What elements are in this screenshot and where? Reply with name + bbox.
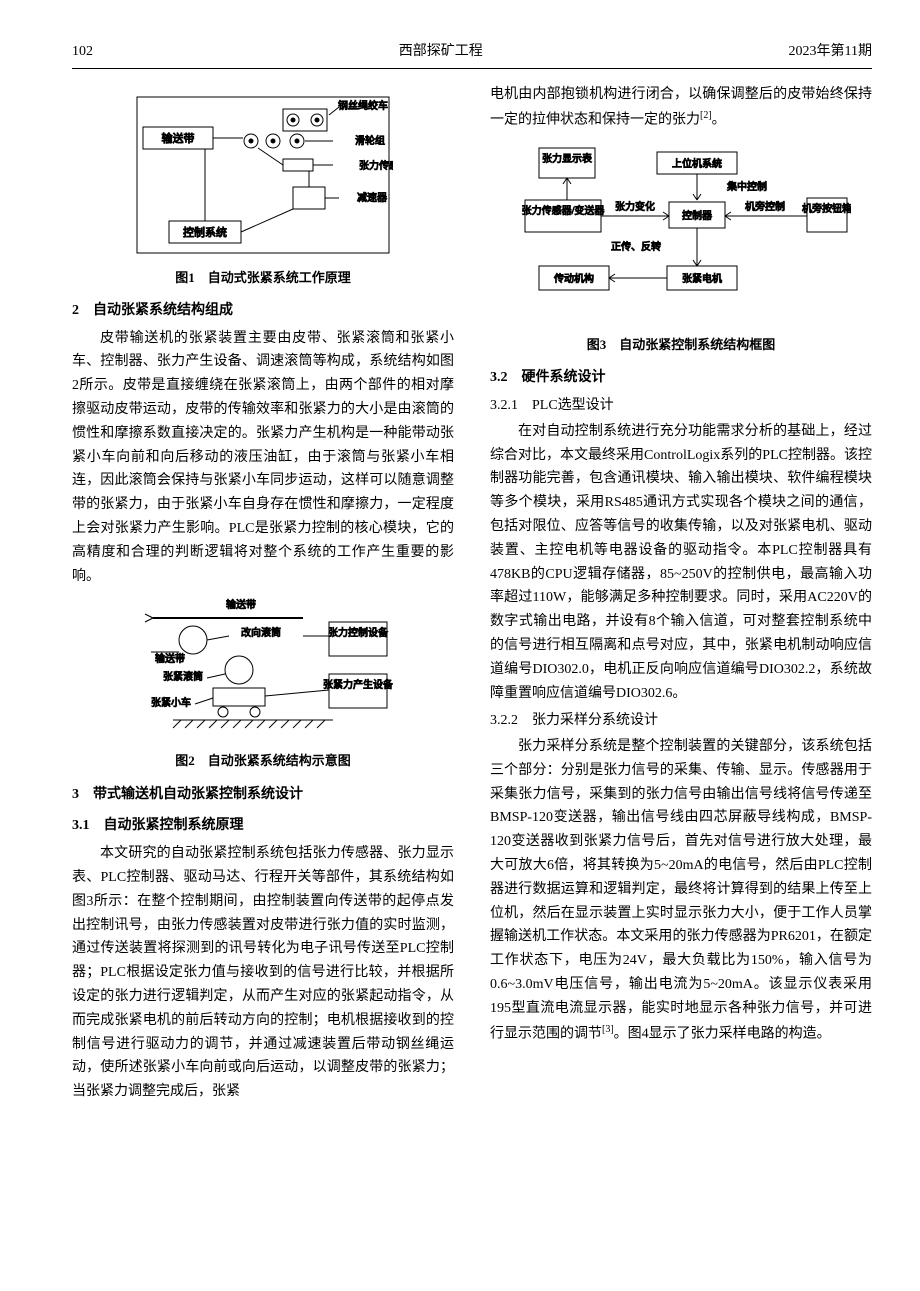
figure-1: 输送带 钢丝绳绞车 滑轮组 bbox=[133, 91, 393, 261]
svg-text:张紧电机: 张紧电机 bbox=[682, 272, 722, 285]
fig2-redirect: 改向滚筒 bbox=[241, 626, 281, 639]
sec3-2-heading: 3.2 硬件系统设计 bbox=[490, 366, 872, 390]
svg-text:控制器: 控制器 bbox=[682, 209, 712, 222]
svg-text:张力显示表: 张力显示表 bbox=[542, 152, 592, 165]
fig2-tension-roller: 张紧滚筒 bbox=[163, 670, 203, 683]
fig2-car: 张紧小车 bbox=[151, 696, 191, 709]
sec2-heading: 2 自动张紧系统结构组成 bbox=[72, 299, 454, 323]
figure-3: 张力显示表 上位机系统 集中控制 张力传感器/变送器 控制器 机旁按钮箱 bbox=[511, 140, 851, 328]
figure-3-caption: 图3 自动张紧控制系统结构框图 bbox=[490, 334, 872, 356]
right-top-para: 电机由内部抱锁机构进行闭合，以确保调整后的皮带始终保持一定的拉伸状态和保持一定的… bbox=[490, 83, 872, 132]
page-header: 102 西部探矿工程 2023年第11期 bbox=[72, 40, 872, 69]
sec3-1-para: 本文研究的自动张紧控制系统包括张力传感器、张力显示表、PLC控制器、驱动马达、行… bbox=[72, 842, 454, 1104]
fig2-belt-top: 输送带 bbox=[226, 598, 256, 611]
svg-text:上位机系统: 上位机系统 bbox=[672, 157, 722, 170]
fig1-reducer-label: 减速器 bbox=[357, 192, 387, 204]
sec3-2-1-heading: 3.2.1 PLC选型设计 bbox=[490, 394, 872, 418]
svg-text:张力变化: 张力变化 bbox=[615, 200, 655, 213]
sec3-2-2-heading: 3.2.2 张力采样分系统设计 bbox=[490, 709, 872, 733]
svg-text:机旁控制: 机旁控制 bbox=[745, 200, 785, 213]
figure-2: 输送带 改向滚筒 输送带 张紧滚筒 张紧小车 bbox=[133, 596, 393, 744]
issue-date: 2023年第11期 bbox=[789, 40, 872, 64]
svg-text:张力传感器/变送器: 张力传感器/变送器 bbox=[522, 204, 605, 217]
fig1-control-label: 控制系统 bbox=[183, 225, 227, 239]
left-column: 输送带 钢丝绳绞车 滑轮组 bbox=[72, 83, 454, 1104]
sec3-2-2-para: 张力采样分系统是整个控制装置的关键部分，该系统包括三个部分：分别是张力信号的采集… bbox=[490, 735, 872, 1046]
page-number: 102 bbox=[72, 40, 93, 64]
fig2-belt-mid: 输送带 bbox=[155, 652, 185, 665]
sec3-2-1-para: 在对自动控制系统进行充分功能需求分析的基础上，经过综合对比，本文最终采用Cont… bbox=[490, 420, 872, 706]
svg-text:正传、反转: 正传、反转 bbox=[611, 240, 661, 253]
fig1-sensor-label: 张力传感器 bbox=[359, 159, 393, 172]
fig1-winch-label: 钢丝绳绞车 bbox=[338, 99, 388, 112]
figure-2-caption: 图2 自动张紧系统结构示意图 bbox=[72, 750, 454, 772]
sec2-para: 皮带输送机的张紧装置主要由皮带、张紧滚筒和张紧小车、控制器、张力产生设备、调速滚… bbox=[72, 327, 454, 589]
svg-text:传动机构: 传动机构 bbox=[554, 272, 594, 285]
ref-3: [3] bbox=[602, 1024, 614, 1035]
sec3-heading: 3 带式输送机自动张紧控制系统设计 bbox=[72, 783, 454, 807]
ref-2: [2] bbox=[700, 110, 712, 121]
journal-name: 西部探矿工程 bbox=[399, 40, 483, 64]
figure-1-caption: 图1 自动式张紧系统工作原理 bbox=[72, 267, 454, 289]
svg-text:机旁按钮箱: 机旁按钮箱 bbox=[802, 202, 851, 215]
fig2-gen: 张紧力产生设备 bbox=[323, 678, 393, 691]
fig1-pulley-label: 滑轮组 bbox=[355, 134, 385, 147]
sec3-1-heading: 3.1 自动张紧控制系统原理 bbox=[72, 814, 454, 838]
fig2-ctrl: 张力控制设备 bbox=[328, 626, 388, 639]
right-column: 电机由内部抱锁机构进行闭合，以确保调整后的皮带始终保持一定的拉伸状态和保持一定的… bbox=[490, 83, 872, 1104]
fig1-belt-label: 输送带 bbox=[162, 131, 195, 145]
svg-text:集中控制: 集中控制 bbox=[727, 180, 767, 193]
